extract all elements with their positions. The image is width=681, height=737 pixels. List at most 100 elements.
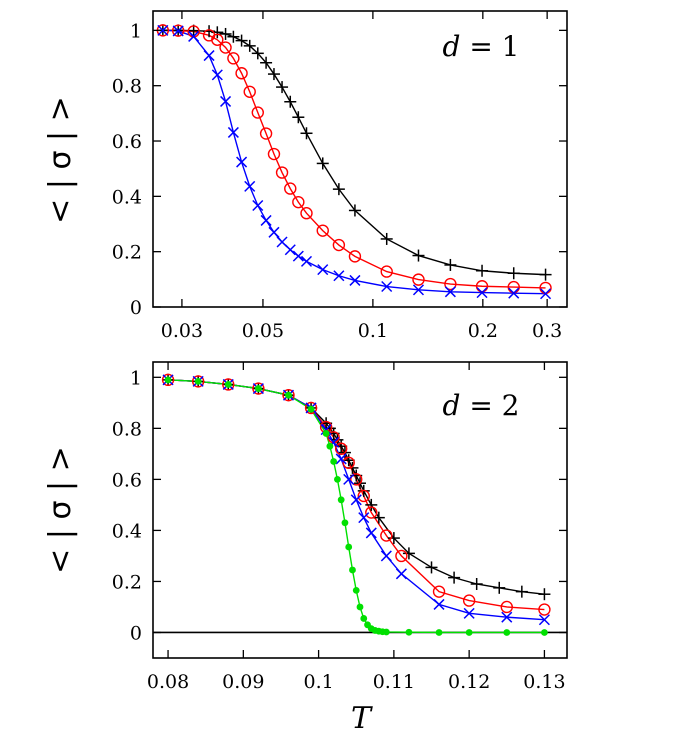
y-tick-label: 0.2 [112,571,142,593]
marker-stroke [172,25,184,37]
y-tick-label: 0.4 [112,520,142,542]
marker-stroke [444,286,456,298]
data-point [227,52,240,65]
data-point [251,106,264,119]
marker-stroke [244,180,256,192]
data-point [365,527,377,539]
x-tick-label: 0.1 [358,320,388,342]
series-line-2 [162,29,546,295]
marker-stroke [380,550,392,562]
data-point [435,629,443,636]
data-point [350,494,362,506]
data-point [243,85,256,98]
data-point [387,532,400,545]
data-point [292,250,304,262]
marker-stroke [157,24,169,36]
data-point [300,255,313,267]
data-point [538,588,551,601]
data-point [444,258,457,271]
data-point [433,598,445,610]
data-point [284,244,296,256]
data-point [300,207,313,220]
y-tick-label: 0.6 [112,131,142,153]
marker-stroke [365,527,377,539]
series-line-3 [168,379,545,634]
data-point [235,67,248,80]
data-point [282,388,295,402]
data-point [345,543,353,551]
data-point [172,25,184,37]
data-point [470,578,483,590]
x-tick-label: 0.12 [448,671,490,693]
data-point [171,24,185,37]
data-point [342,456,355,469]
marker-stroke [476,287,488,299]
y-tick-label: 0.6 [112,469,142,491]
data-point [349,566,356,574]
data-point [515,585,528,598]
data-point [307,405,315,413]
x-axis-label: T [351,701,373,736]
data-point [267,68,280,81]
marker-stroke [335,453,347,465]
data-point [334,475,341,483]
data-point [380,265,393,278]
data-point [501,611,513,623]
data-point [164,376,172,384]
data-point [343,473,355,485]
data-point [462,594,476,607]
data-point [322,430,330,437]
y-tick-label: 0.8 [112,418,142,440]
data-point [219,41,232,54]
data-point [268,226,280,238]
data-point [191,375,205,388]
marker-stroke [358,512,370,524]
data-point [220,95,232,107]
marker-stroke [343,473,355,485]
data-point [341,519,349,527]
data-point [382,628,390,636]
y-tick-label: 1 [130,367,142,389]
data-point [330,458,338,465]
data-point [332,183,345,196]
data-point [412,273,425,286]
data-point [395,549,408,563]
marker-stroke [538,614,550,626]
data-point [348,204,361,217]
data-point [304,401,318,415]
annotation-value: = 1 [460,30,519,63]
data-point [222,378,235,391]
data-point [503,629,511,636]
data-point [538,603,551,616]
data-point [334,442,348,455]
data-point [285,391,292,399]
marker-stroke [350,494,362,506]
x-tick-label: 0.3 [532,320,562,342]
data-point [348,250,362,263]
data-point [203,50,215,62]
data-point [444,277,457,291]
marker-stroke [317,264,329,276]
y-tick-label: 0 [130,622,142,644]
data-point [188,30,200,42]
data-point [259,127,273,140]
data-point [244,180,256,192]
data-point [292,195,305,209]
annotation-variable: d [442,30,460,63]
data-point [476,264,489,277]
y-tick-label: 0.8 [112,76,142,98]
data-point [349,274,361,286]
y-tick-label: 0.4 [112,186,142,208]
data-point [316,157,329,170]
marker-stroke [463,607,475,619]
marker-stroke [227,126,239,138]
marker-stroke [188,30,200,42]
x-tick-label: 0.09 [222,671,264,693]
x-tick-label: 0.13 [523,671,565,693]
data-point [227,126,239,138]
data-point [252,199,264,212]
data-point [540,288,552,300]
data-point [337,496,345,504]
data-point [300,127,313,140]
data-point [463,607,475,619]
